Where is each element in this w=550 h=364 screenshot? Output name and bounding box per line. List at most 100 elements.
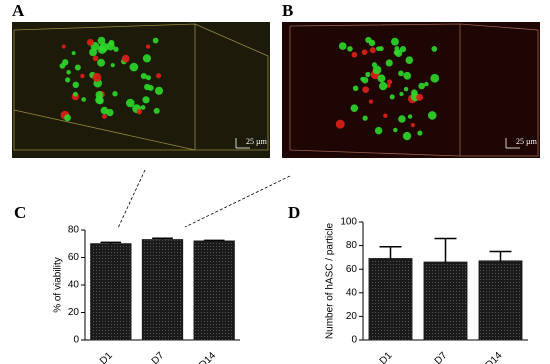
cell bbox=[362, 115, 368, 121]
cell bbox=[80, 73, 85, 79]
cell bbox=[112, 91, 118, 97]
scale-label: 25 µm bbox=[516, 137, 538, 146]
x-tick-label: D1 bbox=[378, 350, 395, 364]
y-tick-label: 20 bbox=[346, 311, 358, 322]
x-tick-label: D7 bbox=[433, 350, 450, 364]
cell bbox=[154, 86, 164, 95]
cell bbox=[405, 56, 414, 64]
y-tick-label: 80 bbox=[346, 240, 358, 251]
cell bbox=[372, 65, 382, 75]
error-bar bbox=[203, 239, 225, 242]
y-tick-label: 20 bbox=[68, 307, 80, 318]
cell bbox=[430, 73, 440, 83]
connector bbox=[117, 169, 291, 229]
cell bbox=[74, 64, 81, 71]
cell bbox=[393, 49, 400, 56]
cell bbox=[110, 63, 115, 68]
cell bbox=[61, 44, 66, 49]
cell bbox=[66, 69, 71, 75]
cell bbox=[129, 62, 139, 72]
cell bbox=[97, 45, 107, 54]
error-bar bbox=[379, 246, 402, 259]
y-tick-label: 60 bbox=[68, 252, 80, 263]
error-bar bbox=[489, 250, 512, 261]
cell bbox=[152, 37, 159, 44]
bar bbox=[478, 260, 523, 341]
cell bbox=[71, 51, 76, 56]
cell bbox=[427, 111, 437, 120]
error-bar bbox=[152, 237, 173, 240]
cell bbox=[92, 72, 102, 82]
cell bbox=[418, 82, 425, 90]
cell bbox=[142, 54, 152, 63]
micrograph-b bbox=[282, 22, 540, 158]
cell bbox=[100, 106, 109, 115]
cell bbox=[108, 39, 115, 46]
cell bbox=[113, 46, 119, 52]
cell bbox=[378, 81, 388, 91]
cell bbox=[376, 46, 381, 52]
cell bbox=[147, 84, 154, 91]
box-outline bbox=[13, 23, 269, 151]
cell bbox=[140, 72, 147, 80]
cell bbox=[92, 55, 99, 62]
cell bbox=[125, 98, 135, 108]
bar bbox=[193, 240, 235, 341]
cell bbox=[398, 115, 406, 123]
cell bbox=[362, 86, 370, 93]
scale-label: 25 µm bbox=[246, 137, 268, 146]
cell bbox=[155, 73, 162, 79]
cell bbox=[399, 91, 404, 97]
cell bbox=[65, 77, 71, 83]
y-axis-label: Number of hASC / particle bbox=[325, 222, 336, 339]
cell bbox=[368, 99, 374, 104]
cell bbox=[389, 94, 395, 100]
box-outline bbox=[289, 23, 539, 157]
cell bbox=[361, 49, 368, 56]
cell bbox=[61, 59, 69, 66]
cell bbox=[377, 74, 386, 83]
cell bbox=[424, 81, 429, 87]
y-axis-label: % of viability bbox=[53, 257, 64, 313]
cell bbox=[153, 107, 160, 114]
cell bbox=[351, 51, 358, 58]
cell bbox=[387, 79, 393, 85]
cell bbox=[97, 58, 106, 67]
cell bbox=[368, 39, 376, 47]
cell bbox=[360, 76, 365, 82]
cell bbox=[72, 91, 78, 97]
cell bbox=[72, 81, 80, 89]
cell bbox=[350, 104, 359, 112]
x-tick-label: D14 bbox=[484, 350, 505, 364]
cell bbox=[86, 38, 94, 46]
y-tick-label: 40 bbox=[68, 280, 80, 291]
bar bbox=[423, 261, 468, 341]
cell bbox=[338, 42, 347, 50]
cell bbox=[399, 46, 407, 53]
cells bbox=[59, 36, 440, 141]
bar bbox=[90, 243, 132, 341]
cell bbox=[335, 119, 345, 129]
cell bbox=[365, 71, 371, 78]
y-tick-label: 40 bbox=[346, 287, 358, 298]
cell bbox=[403, 86, 409, 92]
panel-label: A bbox=[12, 1, 25, 20]
bar bbox=[368, 258, 413, 341]
panel-label: C bbox=[14, 203, 26, 222]
cell bbox=[403, 71, 412, 80]
cell bbox=[410, 123, 415, 128]
panel-label: B bbox=[282, 1, 293, 20]
cell bbox=[374, 126, 383, 135]
cell bbox=[431, 46, 438, 52]
cell bbox=[347, 46, 353, 52]
cell bbox=[145, 75, 152, 81]
cell bbox=[369, 47, 376, 54]
scale-bar bbox=[235, 138, 520, 149]
cell bbox=[386, 83, 391, 88]
cell bbox=[352, 85, 359, 92]
x-tick-label: D7 bbox=[150, 350, 167, 364]
cell bbox=[385, 59, 393, 67]
cell bbox=[64, 114, 71, 122]
cell bbox=[407, 114, 413, 119]
